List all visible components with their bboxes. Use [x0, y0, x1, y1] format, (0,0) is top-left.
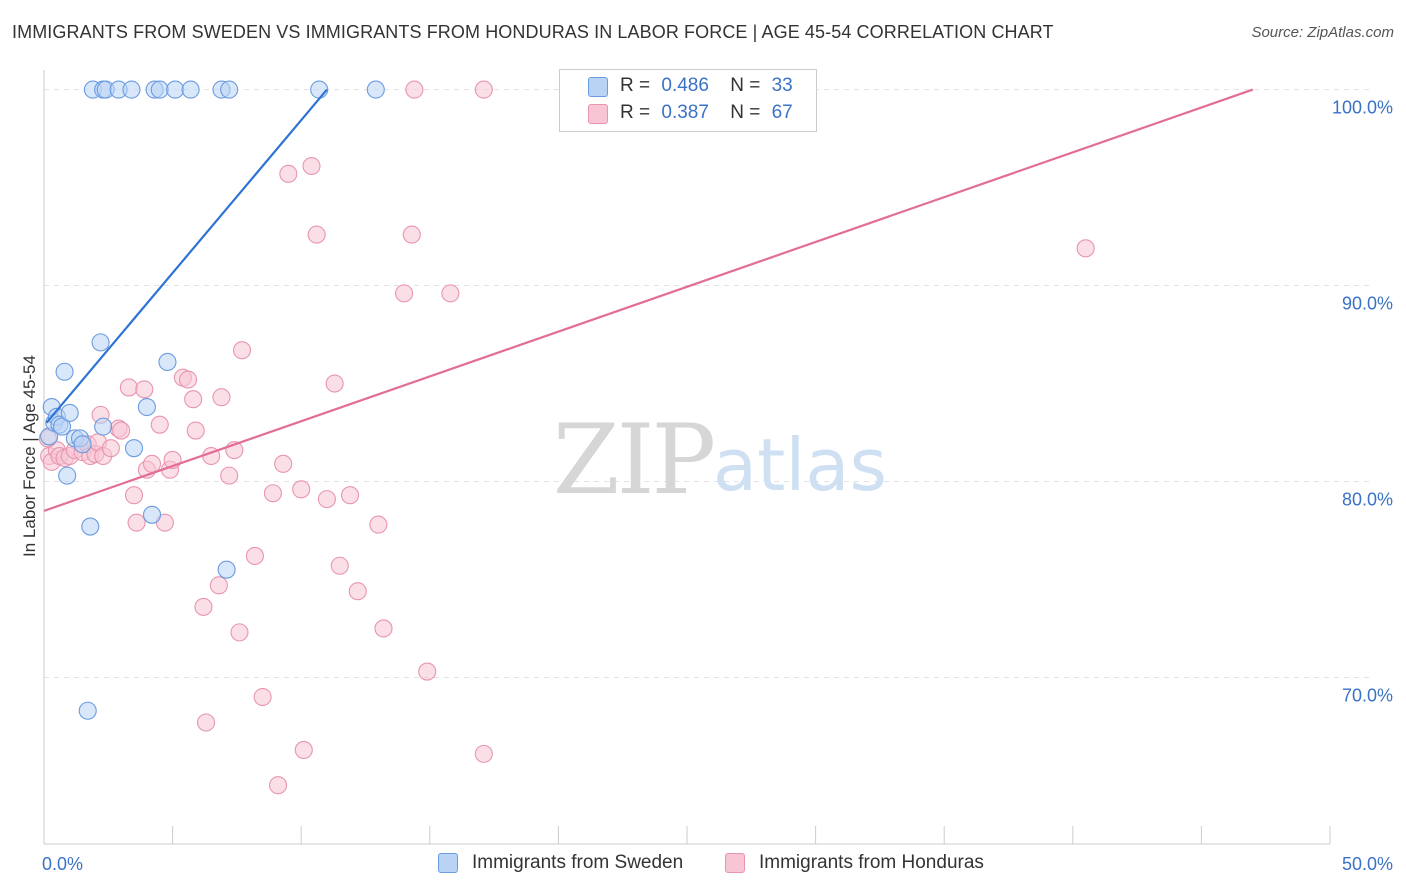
- legend-n-value-sweden: 33: [771, 75, 793, 96]
- sweden-points: [40, 80, 385, 720]
- bottom-legend-label-honduras: Immigrants from Honduras: [759, 852, 984, 873]
- honduras-point: [253, 687, 272, 707]
- chart-title: IMMIGRANTS FROM SWEDEN VS IMMIGRANTS FRO…: [12, 22, 1054, 42]
- honduras-point: [474, 744, 493, 763]
- gridlines: [44, 89, 1370, 678]
- honduras-point: [441, 284, 460, 303]
- legend-r-label: R =: [620, 75, 651, 96]
- sweden-point: [55, 362, 74, 381]
- honduras-trendline: [43, 88, 1254, 512]
- honduras-point: [294, 740, 313, 759]
- honduras-point: [124, 486, 144, 505]
- sweden-point: [181, 80, 200, 99]
- honduras-point: [178, 370, 198, 389]
- watermark: ZIP atlas: [553, 404, 887, 516]
- bottom-legend-swatch-honduras: [725, 853, 745, 873]
- y-tick-labels: 70.0% 80.0% 90.0% 100.0%: [1332, 98, 1393, 706]
- sweden-point: [94, 417, 113, 436]
- honduras-point: [230, 623, 249, 642]
- honduras-point: [1076, 239, 1095, 258]
- honduras-point: [212, 388, 231, 407]
- sweden-point: [58, 466, 77, 485]
- bottom-legend-label-sweden: Immigrants from Sweden: [472, 852, 684, 873]
- bottom-legend-swatch-sweden: [438, 853, 458, 873]
- sweden-point: [150, 80, 169, 99]
- honduras-point: [112, 421, 131, 440]
- honduras-point: [325, 374, 344, 393]
- watermark-atlas: atlas: [713, 423, 887, 507]
- y-tick-label: 80.0%: [1342, 489, 1393, 509]
- sweden-point: [166, 80, 185, 99]
- honduras-point: [302, 156, 321, 176]
- x-tick-label: 50.0%: [1342, 854, 1393, 874]
- honduras-point: [150, 415, 169, 434]
- honduras-point: [474, 80, 493, 99]
- sweden-point: [142, 505, 162, 524]
- sweden-point: [124, 439, 144, 458]
- honduras-point: [127, 513, 146, 532]
- honduras-point: [232, 341, 252, 360]
- y-tick-label: 100.0%: [1332, 98, 1393, 118]
- x-tick-label: 0.0%: [42, 854, 83, 874]
- legend-swatch-honduras: [588, 104, 608, 124]
- honduras-point: [279, 164, 298, 183]
- sweden-point: [158, 352, 177, 372]
- honduras-point: [348, 582, 367, 601]
- honduras-point: [101, 439, 120, 458]
- legend-n-label: N =: [730, 102, 761, 123]
- honduras-point: [135, 380, 154, 399]
- honduras-point: [369, 515, 388, 534]
- honduras-point: [292, 480, 311, 499]
- source-credit: Source: ZipAtlas.com: [1251, 24, 1394, 41]
- sweden-point: [81, 517, 100, 536]
- y-tick-label: 70.0%: [1342, 685, 1393, 705]
- honduras-point: [196, 713, 216, 732]
- honduras-point: [245, 546, 264, 566]
- honduras-point: [220, 466, 239, 485]
- honduras-point: [341, 486, 360, 505]
- legend-r-value-sweden: 0.486: [661, 75, 709, 96]
- honduras-point: [374, 619, 393, 638]
- sweden-point: [310, 80, 329, 99]
- sweden-point: [122, 80, 141, 99]
- sweden-trendline: [45, 88, 328, 424]
- watermark-zip: ZIP: [553, 404, 714, 516]
- y-tick-label: 90.0%: [1342, 294, 1393, 314]
- honduras-point: [395, 284, 414, 303]
- sweden-point: [91, 333, 110, 352]
- honduras-point: [418, 662, 437, 681]
- sweden-point: [137, 397, 156, 417]
- sweden-point: [366, 80, 385, 99]
- honduras-point: [194, 597, 213, 616]
- sweden-point: [60, 403, 79, 422]
- sweden-point: [220, 80, 239, 99]
- honduras-point: [330, 556, 349, 575]
- honduras-point: [402, 225, 421, 244]
- sweden-point: [78, 701, 97, 720]
- x-tick-labels: 0.0% 50.0%: [42, 854, 1393, 874]
- honduras-point: [209, 576, 228, 595]
- honduras-point: [263, 484, 282, 503]
- legend-n-label: N =: [730, 75, 761, 96]
- sweden-point: [217, 560, 236, 579]
- honduras-point: [307, 225, 326, 244]
- honduras-point: [274, 454, 293, 473]
- honduras-point: [142, 454, 162, 473]
- trendlines: [43, 88, 1254, 512]
- honduras-point: [184, 390, 203, 409]
- honduras-point: [186, 421, 205, 440]
- sweden-point: [52, 417, 72, 436]
- legend-r-label: R =: [620, 102, 651, 123]
- sweden-point: [73, 435, 92, 454]
- legend-box: R = 0.486 N = 33 R = 0.387 N = 67: [559, 69, 817, 132]
- honduras-point: [405, 80, 424, 99]
- legend-r-value-honduras: 0.387: [661, 102, 709, 123]
- honduras-point: [317, 490, 336, 509]
- legend-n-value-honduras: 67: [771, 102, 793, 123]
- legend-swatch-sweden: [588, 77, 608, 97]
- honduras-point: [269, 776, 288, 795]
- honduras-point: [119, 378, 138, 397]
